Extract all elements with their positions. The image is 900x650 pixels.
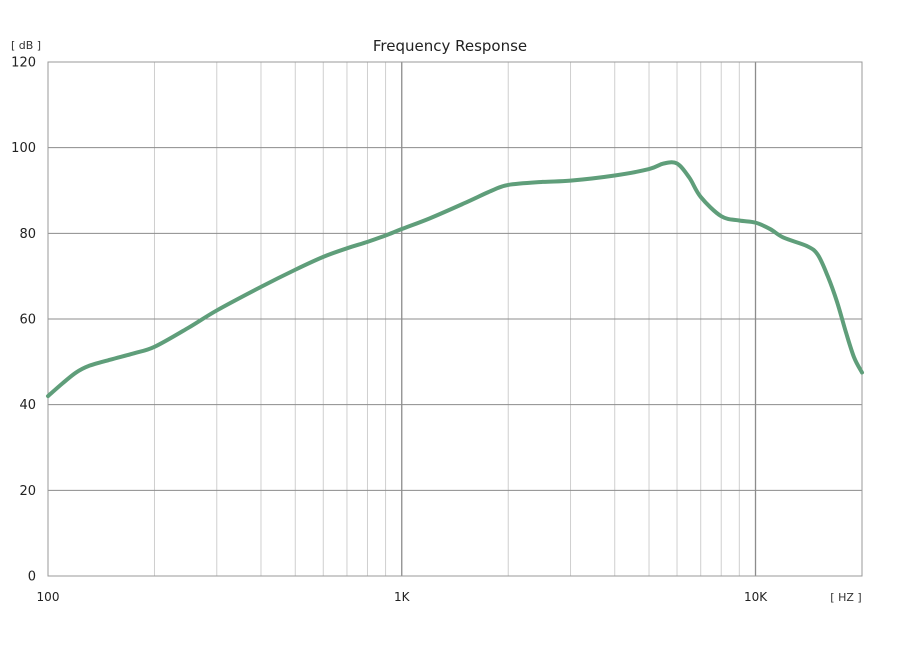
x-tick-label: 100 xyxy=(37,590,60,604)
chart-title: Frequency Response xyxy=(373,37,527,55)
major-gridlines xyxy=(48,62,862,576)
y-tick-label: 60 xyxy=(19,313,36,328)
y-tick-label: 20 xyxy=(19,484,36,499)
y-tick-label: 120 xyxy=(11,56,36,71)
y-tick-label: 80 xyxy=(19,227,36,242)
x-tick-label: 1K xyxy=(394,590,411,604)
plot-area-border xyxy=(47,61,863,577)
y-tick-label: 40 xyxy=(19,398,36,413)
y-tick-label: 100 xyxy=(11,141,36,156)
x-tick-label: 10K xyxy=(744,590,768,604)
y-tick-label: 0 xyxy=(28,570,36,585)
y-axis-unit-label: [ dB ] xyxy=(11,39,41,52)
x-axis-tick-labels: 100 1K 10K xyxy=(37,590,769,604)
frequency-response-line xyxy=(46,160,864,399)
y-axis-tick-labels: 0 20 40 60 80 100 120 xyxy=(11,56,36,585)
x-axis-unit-label: [ HZ ] xyxy=(830,591,861,604)
